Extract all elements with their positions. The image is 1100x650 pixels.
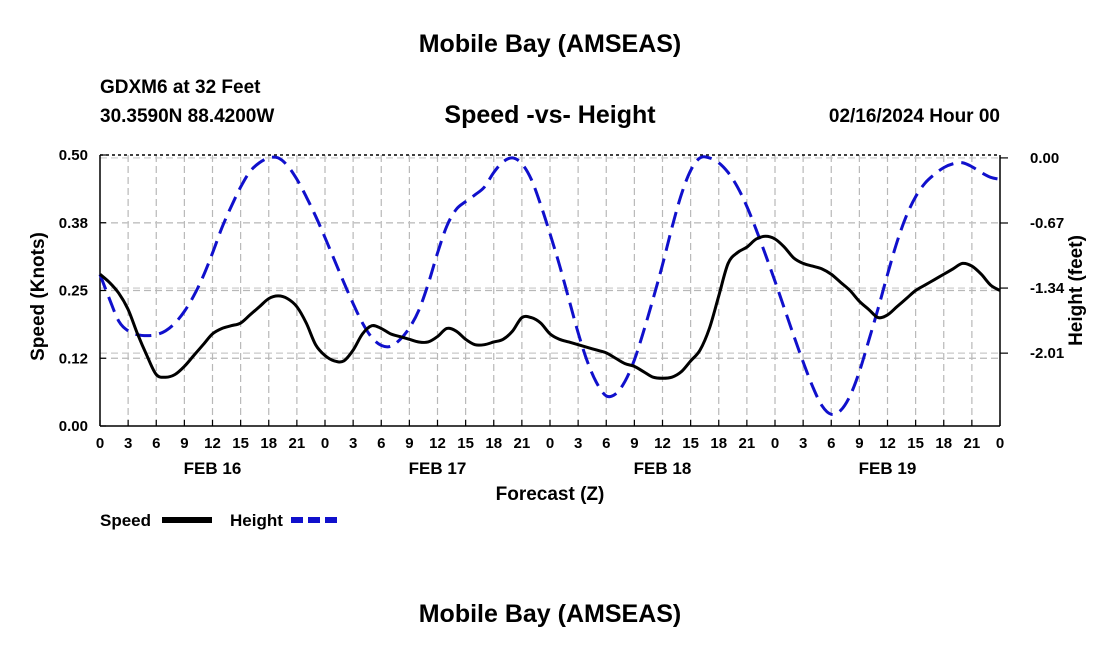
x-tick-label: 21 bbox=[964, 435, 981, 452]
x-tick-label: 15 bbox=[682, 435, 699, 452]
x-tick-label: 0 bbox=[996, 435, 1004, 452]
x-tick-label: 18 bbox=[260, 435, 277, 452]
x-day-label: FEB 17 bbox=[409, 459, 467, 478]
x-tick-label: 21 bbox=[739, 435, 756, 452]
x-tick-label: 18 bbox=[935, 435, 952, 452]
y-tick-label: 0.12 bbox=[59, 350, 88, 367]
footer-title: Mobile Bay (AMSEAS) bbox=[418, 600, 682, 628]
x-tick-label: 15 bbox=[232, 435, 249, 452]
x-tick-label: 9 bbox=[855, 435, 863, 452]
x-tick-label: 15 bbox=[457, 435, 474, 452]
y2-tick-label: -1.34 bbox=[1030, 280, 1065, 297]
x-tick-label: 3 bbox=[574, 435, 582, 452]
x-tick-label: 9 bbox=[405, 435, 413, 452]
forecast-run-time: 02/16/2024 Hour 00 bbox=[828, 106, 1000, 127]
chart-main-title: Mobile Bay (AMSEAS) bbox=[418, 30, 682, 58]
x-tick-label: 0 bbox=[546, 435, 554, 452]
x-tick-label: 12 bbox=[879, 435, 896, 452]
y2-tick-label: -0.67 bbox=[1030, 215, 1064, 232]
y-tick-label: 0.50 bbox=[59, 147, 88, 164]
x-tick-label: 0 bbox=[771, 435, 779, 452]
x-tick-label: 21 bbox=[514, 435, 531, 452]
x-tick-label: 15 bbox=[907, 435, 924, 452]
x-day-label: FEB 18 bbox=[634, 459, 692, 478]
x-tick-label: 6 bbox=[377, 435, 385, 452]
y-tick-label: 0.00 bbox=[59, 418, 88, 435]
x-tick-label: 21 bbox=[289, 435, 306, 452]
x-tick-label: 18 bbox=[485, 435, 502, 452]
x-tick-label: 9 bbox=[630, 435, 638, 452]
y-tick-label: 0.38 bbox=[59, 215, 88, 232]
x-tick-label: 12 bbox=[429, 435, 446, 452]
chart-subtitle: Speed -vs- Height bbox=[444, 101, 656, 129]
y2-tick-label: -2.01 bbox=[1030, 345, 1064, 362]
x-tick-label: 6 bbox=[152, 435, 160, 452]
x-tick-label: 3 bbox=[799, 435, 807, 452]
x-tick-label: 0 bbox=[321, 435, 329, 452]
x-tick-label: 12 bbox=[204, 435, 221, 452]
x-tick-label: 18 bbox=[710, 435, 727, 452]
y-axis-title: Speed (Knots) bbox=[28, 232, 49, 361]
x-tick-label: 6 bbox=[827, 435, 835, 452]
x-tick-label: 0 bbox=[96, 435, 104, 452]
station-label: GDXM6 at 32 Feet bbox=[100, 77, 261, 98]
y2-tick-label: 0.00 bbox=[1030, 150, 1059, 167]
legend-label-height: Height bbox=[230, 511, 283, 530]
x-tick-label: 6 bbox=[602, 435, 610, 452]
y2-axis-title: Height (feet) bbox=[1066, 235, 1087, 346]
y-tick-label: 0.25 bbox=[59, 283, 88, 300]
x-tick-label: 12 bbox=[654, 435, 671, 452]
x-tick-label: 9 bbox=[180, 435, 188, 452]
station-coordinates: 30.3590N 88.4200W bbox=[100, 106, 275, 127]
legend-label-speed: Speed bbox=[100, 511, 151, 530]
x-day-label: FEB 16 bbox=[184, 459, 242, 478]
series-line-speed bbox=[99, 234, 1001, 380]
x-day-label: FEB 19 bbox=[859, 459, 917, 478]
x-axis-title: Forecast (Z) bbox=[496, 484, 605, 505]
x-tick-label: 3 bbox=[349, 435, 357, 452]
x-tick-label: 3 bbox=[124, 435, 132, 452]
